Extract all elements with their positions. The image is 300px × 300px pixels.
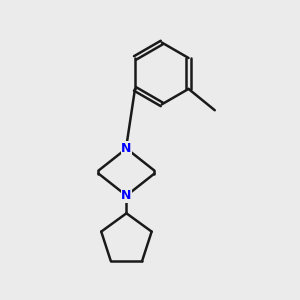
Text: N: N [121, 189, 132, 202]
Text: N: N [121, 142, 132, 155]
